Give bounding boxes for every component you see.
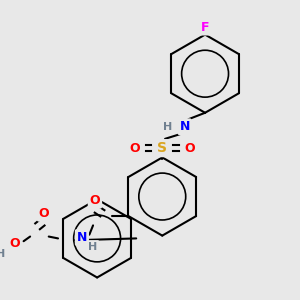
Text: H: H <box>88 242 98 252</box>
Text: N: N <box>77 231 87 244</box>
Text: O: O <box>39 207 50 220</box>
Text: N: N <box>179 120 190 133</box>
Text: O: O <box>90 194 100 207</box>
Text: F: F <box>201 21 209 34</box>
Text: H: H <box>0 249 5 259</box>
Text: O: O <box>129 142 140 154</box>
Text: H: H <box>163 122 172 132</box>
Text: O: O <box>185 142 196 154</box>
Text: S: S <box>157 141 167 155</box>
Text: O: O <box>9 237 20 250</box>
